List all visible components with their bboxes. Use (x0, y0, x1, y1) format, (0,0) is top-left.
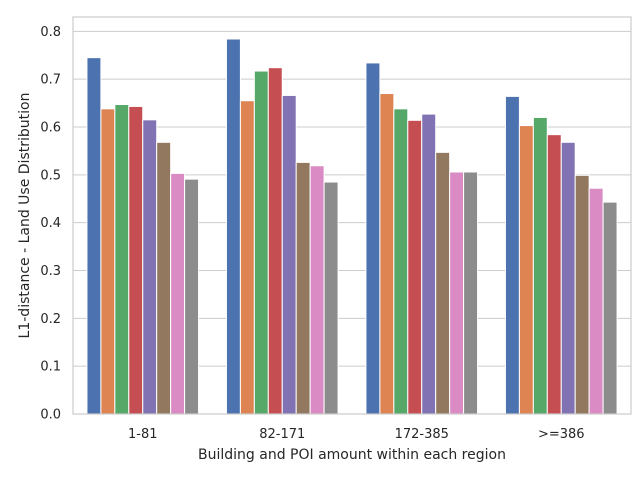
bar (546, 134, 562, 415)
bar (281, 94, 297, 415)
bar (532, 116, 548, 415)
y-axis-label: L1-distance - Land Use Distribution (17, 93, 33, 339)
x-tick-label: 82-171 (259, 427, 305, 442)
y-tick-label: 0.4 (40, 216, 61, 231)
y-tick-label: 0.6 (40, 121, 61, 136)
x-tick-labels: 1-81 82-171 172-385 >=386 (128, 427, 585, 442)
bar (100, 108, 116, 415)
bar (142, 119, 158, 415)
bar (407, 119, 423, 415)
y-tick-label: 0.1 (40, 360, 61, 375)
bars (86, 38, 618, 415)
bar (560, 141, 576, 415)
bar (86, 57, 102, 415)
bar (518, 125, 534, 415)
bar (602, 201, 618, 415)
bar (449, 171, 465, 415)
x-tick-label: 172-385 (395, 427, 449, 442)
bar (128, 105, 144, 415)
y-tick-label: 0.7 (40, 73, 61, 88)
x-tick-label: >=386 (538, 427, 585, 442)
y-tick-label: 0.2 (40, 312, 61, 327)
bar (574, 174, 590, 415)
bar (365, 62, 381, 415)
bar (225, 38, 241, 415)
bar (114, 104, 130, 415)
bar (267, 67, 283, 415)
y-tick-label: 0.5 (40, 168, 61, 183)
bar (435, 151, 451, 415)
bar (393, 108, 409, 415)
y-tick-label: 0.0 (40, 408, 61, 423)
bar (170, 172, 186, 415)
y-tick-label: 0.3 (40, 264, 61, 279)
bar (309, 165, 325, 415)
bar (156, 141, 172, 415)
y-tick-label: 0.8 (40, 25, 61, 40)
plot-frame (72, 16, 632, 415)
bar (504, 95, 520, 415)
bar (253, 70, 269, 415)
bar (184, 178, 200, 415)
bar (295, 161, 311, 415)
bar (323, 181, 339, 415)
x-axis-label: Building and POI amount within each regi… (198, 447, 506, 463)
x-tick-label: 1-81 (128, 427, 158, 442)
bar (463, 171, 479, 415)
bar (239, 100, 255, 415)
bar (379, 93, 395, 415)
bar (421, 113, 437, 415)
y-tick-labels: 0.0 0.1 0.2 0.3 0.4 0.5 0.6 0.7 0.8 (40, 25, 61, 423)
bar (588, 187, 604, 415)
